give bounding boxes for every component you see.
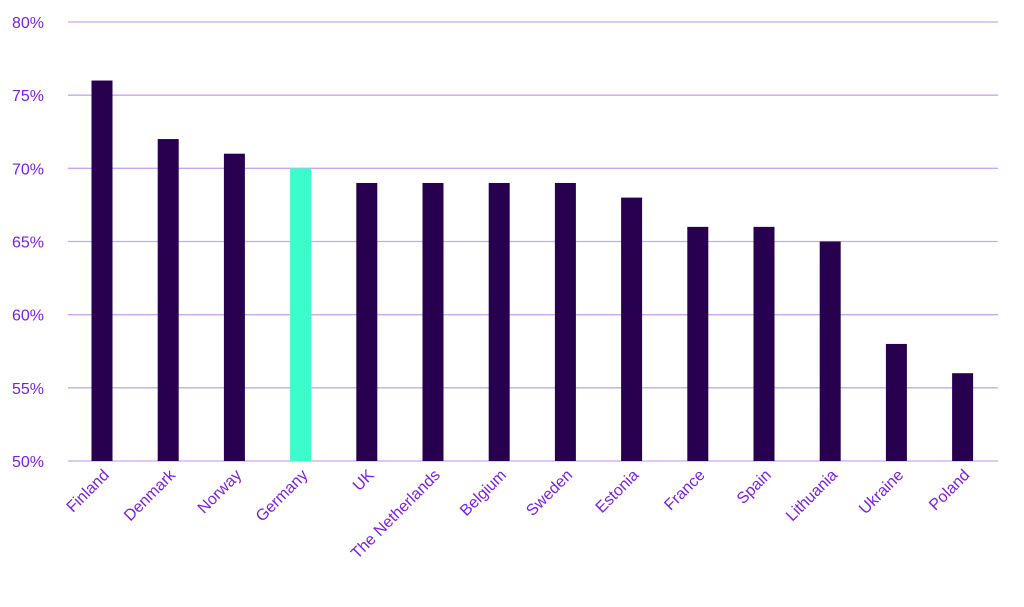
x-category-label: France [661,467,708,514]
bar-sweden [554,182,576,461]
y-tick-label: 70% [12,161,44,178]
bars [91,80,974,462]
bar-the-netherlands [422,182,444,461]
x-category-label: Sweden [523,467,576,520]
bar-belgium [488,182,510,461]
x-category-label: Ukraine [856,467,907,518]
x-category-label: Belgium [457,467,510,520]
bar-spain [753,226,775,461]
y-tick-label: 80% [12,15,44,32]
bar-france [687,226,709,461]
bar-uk [356,182,378,461]
x-category-label: UK [350,467,378,495]
y-tick-label: 50% [12,454,44,471]
y-axis-tick-labels: 50% 55% 60% 65% 70% 75% 80% [12,15,44,471]
bar-estonia [621,197,643,461]
x-category-label: Poland [926,467,973,514]
y-tick-label: 55% [12,381,44,398]
x-category-label: Estonia [593,467,643,517]
x-category-label: Denmark [121,466,180,525]
bar-ukraine [885,343,907,461]
x-category-label: Germany [253,467,312,526]
bar-poland [952,373,974,461]
x-category-label: Norway [195,467,245,517]
y-tick-label: 65% [12,235,44,252]
y-tick-label: 75% [12,88,44,105]
gridlines [68,21,998,462]
bar-finland [91,80,113,462]
bar-norway [223,153,245,461]
bar-germany [290,168,312,462]
bar-denmark [157,139,179,462]
bar-lithuania [819,241,841,461]
y-tick-label: 60% [12,308,44,325]
x-category-label: Finland [64,467,113,516]
x-category-label: Lithuania [783,467,841,525]
x-category-label: Spain [734,467,775,508]
